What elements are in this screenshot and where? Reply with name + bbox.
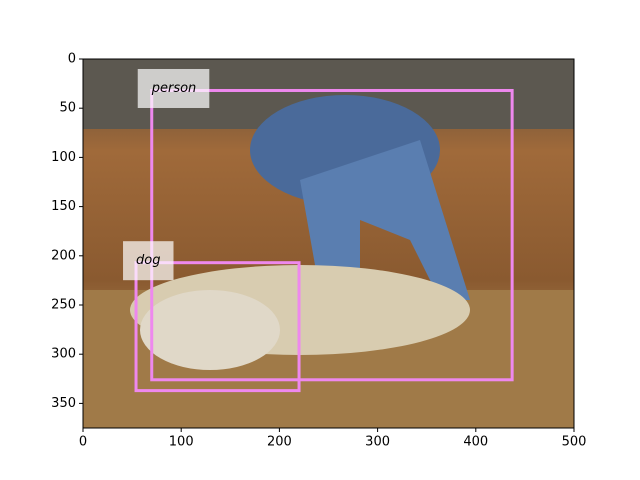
bounding-box: [150, 88, 514, 382]
box-label-background: [137, 68, 210, 108]
photo: [83, 59, 574, 428]
box-label-text: dog: [136, 253, 160, 268]
y-tick-label: 250: [51, 298, 76, 313]
x-tick-label: 500: [562, 435, 587, 450]
axes-frame: [82, 58, 575, 429]
x-tick-label: 400: [463, 435, 488, 450]
box-label-text: person: [151, 81, 197, 96]
box-label: person: [137, 68, 210, 108]
x-tick-label: 200: [267, 435, 292, 450]
x-tick-label: 0: [79, 435, 87, 450]
box-label-background: [123, 241, 174, 281]
y-tick-label: 200: [51, 248, 76, 263]
box-label: dog: [123, 241, 174, 281]
x-tick-label: 300: [365, 435, 390, 450]
y-tick-label: 50: [59, 101, 76, 116]
y-tick-label: 300: [51, 347, 76, 362]
bounding-box: [134, 261, 301, 393]
x-tick-label: 100: [169, 435, 194, 450]
y-tick-label: 150: [51, 199, 76, 214]
y-tick-label: 100: [51, 150, 76, 165]
y-tick-label: 350: [51, 396, 76, 411]
y-tick-label: 0: [68, 52, 76, 67]
